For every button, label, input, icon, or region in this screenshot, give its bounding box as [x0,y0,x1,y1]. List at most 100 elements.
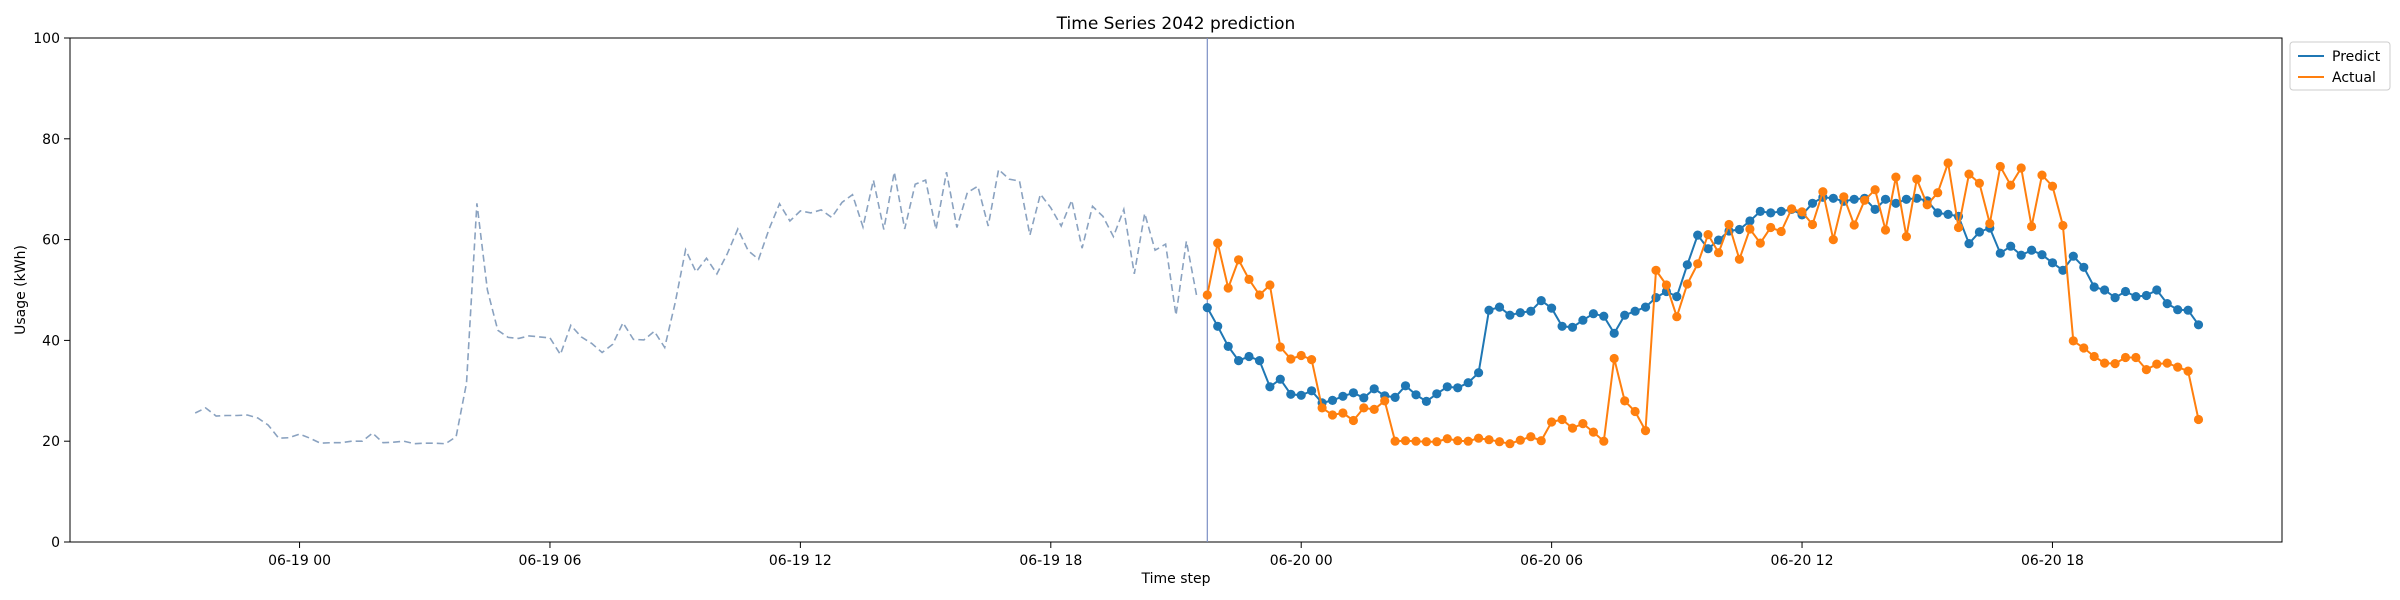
data-point [2173,305,2183,315]
data-point [1369,384,1379,394]
data-point [1494,437,1505,447]
data-point [1380,396,1390,406]
y-tick-label: 100 [33,31,60,47]
legend: Predict Actual [2289,41,2391,91]
series-line-predict [1206,196,2200,405]
data-point [1411,390,1421,400]
data-point [1630,406,1640,417]
data-point [1442,434,1452,444]
data-point [1860,195,1870,205]
data-point [1557,321,1567,331]
data-point [1390,392,1400,402]
x-tick-label: 06-19 18 [1019,553,1082,569]
y-tick-label: 60 [42,233,60,249]
data-point [1369,404,1379,414]
data-point [1432,437,1442,447]
data-point [1714,235,1724,245]
data-point [1807,198,1818,208]
series-line-actual [1206,162,2200,445]
data-point [1296,350,1306,361]
data-point [1985,218,1995,229]
data-point [1703,230,1713,240]
data-point [1995,161,2005,172]
data-point [1953,222,1964,233]
data-point [1338,391,1348,401]
data-point [2162,299,2172,309]
data-point [1964,239,1974,249]
data-point [1630,306,1640,316]
data-point [1536,296,1546,306]
plot-frame [69,37,2283,543]
data-point [2089,351,2099,362]
series-group [1202,158,2204,449]
data-point [1254,356,1265,366]
data-point [1348,388,1358,398]
x-axis: 06-19 00 06-19 06 06-19 12 06-19 18 06-20 00… [268,542,2084,569]
data-point [2193,320,2204,330]
x-tick-label: 06-19 12 [769,553,832,569]
data-point [1474,433,1484,443]
data-point [1588,309,1598,319]
data-point [2068,336,2078,346]
data-point [1943,209,1953,219]
data-point [1234,356,1244,366]
data-point [1421,396,1431,406]
data-point [1463,436,1473,446]
data-point [1202,290,1212,300]
data-point [1933,188,1943,198]
data-point [2037,170,2047,180]
data-point [1338,408,1348,418]
data-point [1567,423,1578,433]
history-series [194,167,1198,445]
data-point [1901,232,1911,242]
data-point [2162,358,2172,368]
data-point [2100,285,2110,295]
data-point [1286,354,1296,364]
data-point [1567,322,1578,332]
data-point [1797,207,1807,217]
data-point [2141,290,2151,301]
data-point [2006,241,2016,251]
data-point [1536,436,1546,446]
data-point [1682,260,1692,270]
data-point [1213,321,1223,331]
data-point [2110,293,2120,303]
data-point [1359,403,1369,413]
data-point [1724,219,1734,230]
data-point [1234,255,1244,265]
data-point [1275,374,1285,384]
data-point [2079,262,2089,272]
data-point [1703,244,1713,254]
data-point [1880,194,1891,204]
data-point [1327,410,1338,420]
data-point [2183,305,2193,315]
data-point [1244,351,1254,362]
data-point [1964,169,1974,179]
y-tick-label: 20 [42,434,60,450]
data-point [1943,158,1953,168]
data-point [1505,439,1515,449]
y-axis-label: Usage (kWh) [13,245,29,335]
data-point [2047,181,2058,191]
data-point [1933,208,1943,218]
data-point [2047,258,2058,268]
data-point [1640,302,1651,312]
data-point [1599,436,1609,446]
data-point [1515,308,1525,318]
data-point [1682,279,1692,289]
data-point [1734,224,1744,235]
data-point [1891,198,1901,208]
data-point [1734,254,1744,264]
data-point [2016,250,2026,260]
chart-title: Time Series 2042 prediction [1056,14,1296,34]
data-point [2058,220,2068,231]
data-point [1661,280,1671,290]
data-point [1849,220,1859,230]
series-actual [1202,158,2204,449]
data-point [1870,185,1880,195]
data-point [1640,426,1651,436]
data-point [1776,206,1786,216]
data-point [1275,342,1285,352]
data-point [1296,390,1306,400]
